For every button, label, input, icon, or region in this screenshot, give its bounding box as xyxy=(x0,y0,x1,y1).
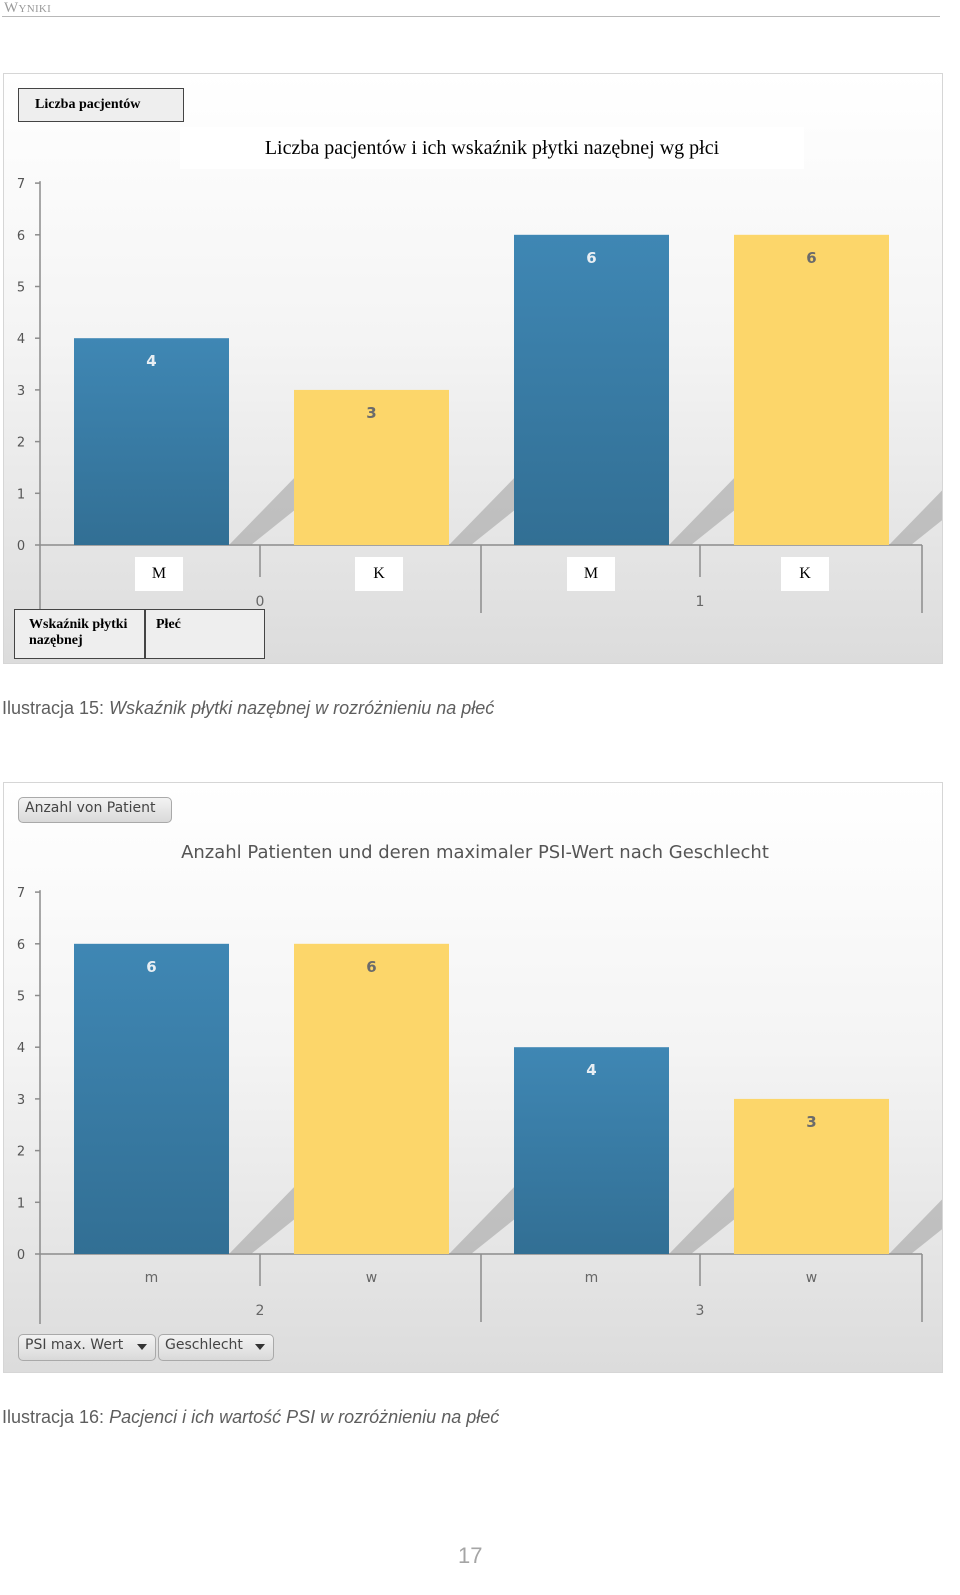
chart-plaque-index-svg: 0 1 2 3 4 5 6 7 4 3 6 6 0 1 xyxy=(17,177,942,615)
caption-lead: Ilustracja 16: xyxy=(2,1407,105,1427)
bar-shadow xyxy=(669,471,741,545)
group-label: 0 xyxy=(256,594,265,610)
data-label: 6 xyxy=(146,958,156,976)
group-label: 1 xyxy=(696,594,705,610)
data-label: 3 xyxy=(366,404,376,422)
bar-shadow xyxy=(669,1180,741,1254)
bar-shadow xyxy=(229,1180,301,1254)
chart-title: Liczba pacjentów i ich wskaźnik płytki n… xyxy=(180,127,804,169)
bar xyxy=(74,943,229,1254)
dropdown-arrow-icon xyxy=(255,1344,265,1350)
dropdown-arrow-icon xyxy=(137,1344,147,1350)
bar xyxy=(294,943,449,1254)
y-tick-label: 3 xyxy=(17,384,25,399)
y-tick-label: 1 xyxy=(17,1196,25,1211)
y-tick-label: 7 xyxy=(17,177,25,192)
group-label: 3 xyxy=(696,1303,705,1319)
category-label: M xyxy=(135,557,183,591)
header-section-title: Wyniki xyxy=(4,0,52,16)
bar-shadow xyxy=(229,471,301,545)
data-label: 3 xyxy=(806,1113,816,1131)
y-tick-label: 3 xyxy=(17,1093,25,1108)
data-label: 4 xyxy=(586,1061,596,1079)
axis-field-sex[interactable]: Płeć xyxy=(145,609,265,659)
sex-field-button[interactable]: Geschlecht xyxy=(158,1334,274,1361)
y-tick-label: 6 xyxy=(17,229,25,244)
category-label: m xyxy=(145,1270,159,1286)
y-tick-label: 2 xyxy=(17,1145,25,1160)
y-tick-label: 4 xyxy=(17,1041,25,1056)
y-tick-label: 1 xyxy=(17,487,25,502)
data-label: 6 xyxy=(366,958,376,976)
psi-field-label: PSI max. Wert xyxy=(25,1337,124,1353)
bar xyxy=(514,1047,669,1254)
bar-shadow xyxy=(889,1199,942,1254)
figure-caption: Ilustracja 16: Pacjenci i ich wartość PS… xyxy=(2,1407,499,1428)
data-label: 6 xyxy=(586,249,596,267)
caption-body: Pacjenci i ich wartość PSI w rozróżnieni… xyxy=(104,1407,500,1427)
caption-body: Wskaźnik płytki nazębnej w rozróżnieniu … xyxy=(104,698,495,718)
values-field-button[interactable]: Anzahl von Patient xyxy=(18,797,172,823)
bar xyxy=(734,1098,889,1254)
chart-panel-plaque-index: 0 1 2 3 4 5 6 7 4 3 6 6 0 1 Liczba pacjentów Liczba p… xyxy=(3,73,943,664)
y-tick-label: 5 xyxy=(17,990,25,1005)
sex-field-label: Geschlecht xyxy=(165,1337,243,1353)
chart-psi-svg: 0 1 2 3 4 5 6 7 6 6 4 3 m w m w 2 3 xyxy=(17,886,942,1324)
category-label: K xyxy=(781,557,829,591)
y-tick-label: 4 xyxy=(17,332,25,347)
y-tick-label: 7 xyxy=(17,886,25,901)
y-tick-label: 5 xyxy=(17,281,25,296)
values-field-button[interactable]: Liczba pacjentów xyxy=(18,88,184,122)
data-label: 4 xyxy=(146,352,156,370)
category-label: w xyxy=(806,1270,817,1286)
axis-field-plaque-index[interactable]: Wskaźnik płytki nazębnej xyxy=(14,609,145,659)
group-label: 2 xyxy=(256,1303,265,1319)
bar-shadow xyxy=(449,471,521,545)
category-label: M xyxy=(567,557,615,591)
page-number: 17 xyxy=(458,1543,483,1568)
page-header: Wyniki xyxy=(2,0,940,17)
chart-panel-psi: 0 1 2 3 4 5 6 7 6 6 4 3 m w m w 2 3 Anzahl von Patient An… xyxy=(3,782,943,1373)
y-tick-label: 2 xyxy=(17,436,25,451)
bar xyxy=(294,389,449,545)
category-label: w xyxy=(366,1270,377,1286)
psi-field-button[interactable]: PSI max. Wert xyxy=(18,1334,156,1361)
bar-shadow xyxy=(889,490,942,545)
caption-lead: Ilustracja 15: xyxy=(2,698,105,718)
bar-shadow xyxy=(449,1180,521,1254)
figure-caption: Ilustracja 15: Wskaźnik płytki nazębnej … xyxy=(2,698,494,719)
bar xyxy=(514,234,669,546)
bar xyxy=(74,338,229,545)
chart-title: Anzahl Patienten und deren maximaler PSI… xyxy=(181,842,769,863)
data-label: 6 xyxy=(806,249,816,267)
y-tick-label: 6 xyxy=(17,938,25,953)
category-label: m xyxy=(585,1270,599,1286)
category-label: K xyxy=(355,557,403,591)
y-tick-label: 0 xyxy=(17,539,25,554)
y-tick-label: 0 xyxy=(17,1248,25,1263)
bar xyxy=(734,234,889,546)
